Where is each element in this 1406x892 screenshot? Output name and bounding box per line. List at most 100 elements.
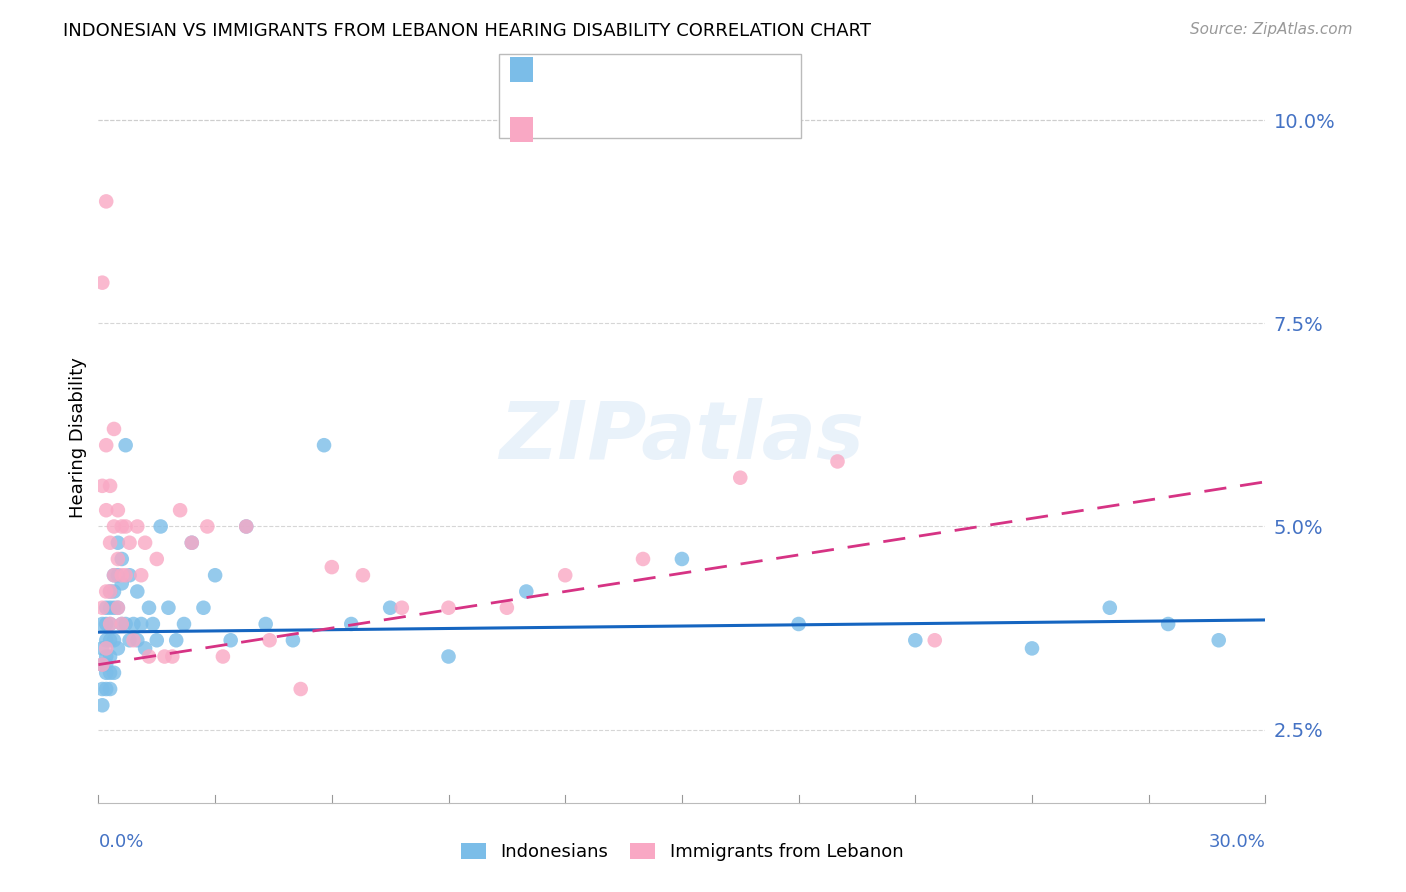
- Point: [96, 503, 118, 517]
- Point: [129, 568, 152, 582]
- Point: [169, 503, 191, 517]
- Point: [204, 568, 226, 582]
- Point: [554, 568, 576, 582]
- Point: [91, 600, 114, 615]
- Point: [98, 681, 121, 696]
- Point: [96, 641, 118, 656]
- Point: [98, 649, 121, 664]
- Point: [142, 617, 165, 632]
- Point: [98, 600, 121, 615]
- Point: [157, 600, 180, 615]
- Point: [103, 665, 125, 680]
- Point: [281, 633, 304, 648]
- Point: [107, 641, 129, 656]
- Point: [787, 617, 810, 632]
- Point: [129, 617, 152, 632]
- Point: [352, 568, 374, 582]
- Point: [111, 519, 134, 533]
- Point: [107, 600, 129, 615]
- Point: [114, 519, 136, 533]
- Point: [107, 535, 129, 549]
- Point: [1021, 641, 1043, 656]
- Point: [103, 600, 125, 615]
- Point: [195, 519, 218, 533]
- Point: [103, 633, 125, 648]
- Text: 0.0%: 0.0%: [98, 833, 143, 851]
- Point: [165, 633, 187, 648]
- Point: [162, 649, 184, 664]
- Point: [98, 584, 121, 599]
- Point: [114, 617, 136, 632]
- Point: [111, 576, 134, 591]
- Point: [149, 519, 172, 533]
- Point: [107, 568, 129, 582]
- Point: [153, 649, 176, 664]
- Point: [103, 568, 125, 582]
- Point: [138, 600, 160, 615]
- Point: [321, 560, 343, 574]
- Text: ZIPatlas: ZIPatlas: [499, 398, 865, 476]
- Point: [96, 665, 118, 680]
- Point: [91, 681, 114, 696]
- Point: [904, 633, 927, 648]
- Point: [122, 617, 145, 632]
- Point: [146, 552, 169, 566]
- Point: [103, 422, 125, 436]
- Point: [96, 438, 118, 452]
- Point: [219, 633, 242, 648]
- Point: [118, 633, 141, 648]
- Point: [103, 568, 125, 582]
- Point: [111, 617, 134, 632]
- Point: [259, 633, 281, 648]
- Point: [193, 600, 215, 615]
- Point: [91, 698, 114, 713]
- Point: [254, 617, 277, 632]
- Point: [91, 641, 114, 656]
- Point: [127, 584, 149, 599]
- Point: [91, 276, 114, 290]
- Point: [515, 584, 537, 599]
- Point: [91, 657, 114, 672]
- Point: [235, 519, 257, 533]
- Point: [730, 471, 752, 485]
- Point: [114, 568, 136, 582]
- Point: [98, 479, 121, 493]
- Point: [111, 552, 134, 566]
- Point: [173, 617, 195, 632]
- Point: [96, 649, 118, 664]
- Point: [96, 194, 118, 209]
- Point: [107, 552, 129, 566]
- Point: [180, 535, 202, 549]
- Point: [1098, 600, 1121, 615]
- Text: 30.0%: 30.0%: [1209, 833, 1265, 851]
- Point: [290, 681, 312, 696]
- Point: [312, 438, 335, 452]
- Point: [146, 633, 169, 648]
- Text: R = 0.246   N = 50: R = 0.246 N = 50: [541, 120, 740, 139]
- Point: [103, 584, 125, 599]
- Point: [98, 617, 121, 632]
- Point: [96, 584, 118, 599]
- Point: [340, 617, 363, 632]
- Point: [127, 633, 149, 648]
- Point: [111, 568, 134, 582]
- Point: [122, 633, 145, 648]
- Y-axis label: Hearing Disability: Hearing Disability: [69, 357, 87, 517]
- Point: [103, 519, 125, 533]
- Point: [235, 519, 257, 533]
- Point: [118, 535, 141, 549]
- Point: [91, 617, 114, 632]
- Point: [114, 438, 136, 452]
- Point: [391, 600, 413, 615]
- Point: [180, 535, 202, 549]
- Point: [98, 535, 121, 549]
- Point: [1208, 633, 1230, 648]
- Point: [437, 600, 460, 615]
- Point: [96, 600, 118, 615]
- Point: [98, 633, 121, 648]
- Point: [98, 665, 121, 680]
- Legend: Indonesians, Immigrants from Lebanon: Indonesians, Immigrants from Lebanon: [456, 838, 908, 867]
- Point: [96, 633, 118, 648]
- Point: [127, 519, 149, 533]
- Point: [111, 617, 134, 632]
